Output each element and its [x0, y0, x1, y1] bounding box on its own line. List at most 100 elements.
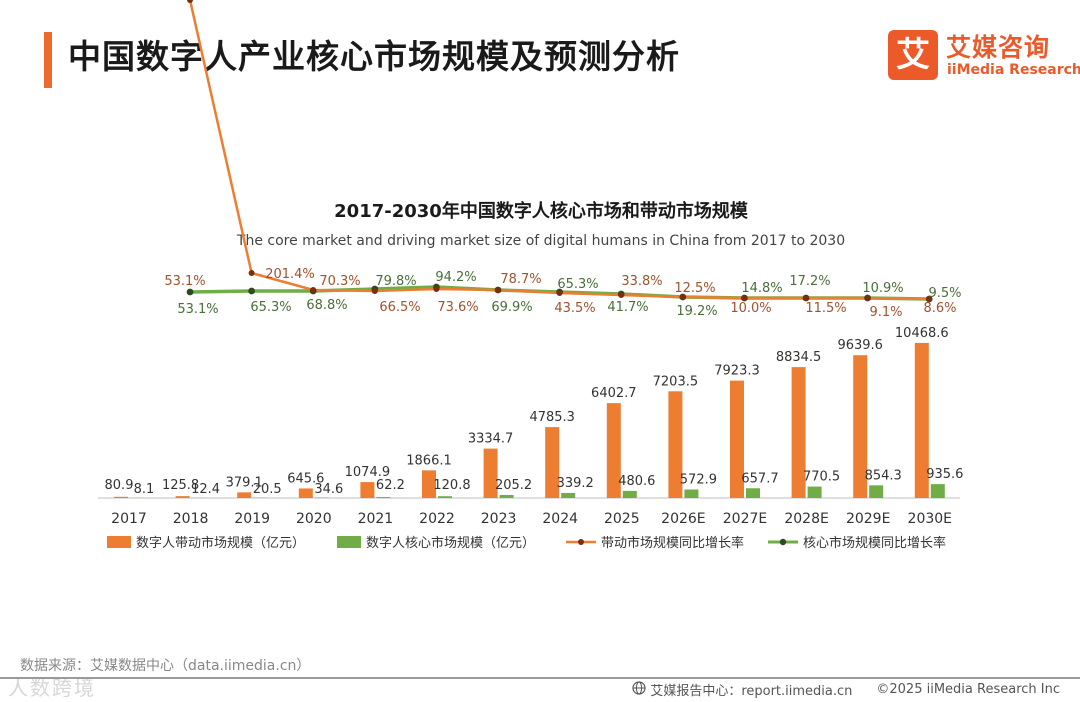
bar-core-market	[376, 497, 391, 498]
label-driving-growth: 10.0%	[730, 301, 771, 316]
label-core-value: 12.4	[191, 482, 220, 497]
bar-driving-market	[422, 470, 436, 498]
label-core-value: 339.2	[557, 476, 594, 491]
label-driving-value: 1074.9	[345, 465, 391, 480]
marker-driving-growth	[371, 288, 378, 294]
label-driving-value: 7923.3	[714, 364, 760, 379]
label-driving-value: 6402.7	[591, 386, 637, 401]
label-core-growth: 69.9%	[491, 300, 532, 315]
bar-driving-market	[914, 342, 929, 498]
bar-driving-market	[360, 482, 375, 498]
label-core-value: 935.6	[926, 467, 963, 482]
label-driving-growth: 201.4%	[265, 267, 315, 282]
x-tick-label: 2023	[481, 511, 517, 527]
bar-core-market	[438, 496, 452, 498]
label-driving-growth: 8.6%	[923, 301, 956, 316]
bar-driving-market	[483, 448, 498, 498]
report-center-link[interactable]: 艾媒报告中心：report.iimedia.cn	[650, 684, 853, 699]
x-tick-label: 2027E	[723, 511, 767, 527]
chart-legend: 数字人带动市场规模（亿元） 数字人核心市场规模（亿元） 带动市场规模同比增长率 核心市…	[107, 535, 946, 551]
label-driving-growth: 78.7%	[500, 272, 541, 287]
label-core-value: 657.7	[741, 471, 778, 486]
label-core-growth: 94.2%	[435, 270, 476, 285]
growth-rate-lines: 53.1% 201.4% 70.3% 66.5% 73.6% 78.7% 43.5% 33.8…	[164, 0, 962, 320]
label-driving-value: 1866.1	[406, 453, 452, 468]
watermark-text: 人数跨境	[8, 676, 96, 700]
label-driving-growth: 9.1%	[869, 305, 902, 320]
label-core-growth: 53.1%	[177, 302, 218, 317]
x-tick-label: 2020	[296, 511, 332, 527]
bar-driving-market	[237, 492, 252, 498]
data-source-note: 数据来源：艾媒数据中心（data.iimedia.cn）	[20, 658, 311, 674]
logo-english-name: iiMedia Research	[947, 62, 1080, 78]
label-core-growth: 10.9%	[862, 281, 903, 296]
label-driving-growth: 53.1%	[164, 274, 205, 289]
label-driving-value: 125.8	[162, 478, 199, 493]
marker-core-growth	[248, 287, 256, 295]
label-core-value: 8.1	[134, 482, 155, 497]
page-title: 中国数字人产业核心市场规模及预测分析	[68, 37, 680, 76]
label-driving-growth: 73.6%	[437, 300, 478, 315]
legend-label-core-growth: 核心市场规模同比增长率	[803, 535, 946, 551]
label-core-growth: 9.5%	[928, 286, 961, 301]
x-tick-label: 2022	[419, 511, 455, 527]
label-core-growth: 65.3%	[250, 300, 291, 315]
x-tick-label: 2021	[358, 511, 394, 527]
marker-driving-growth	[679, 294, 686, 300]
label-driving-value: 379.1	[226, 475, 263, 490]
label-core-growth: 14.8%	[741, 281, 782, 296]
label-driving-growth: 12.5%	[674, 281, 715, 296]
legend-marker-core-growth	[779, 538, 787, 546]
chart-subtitle: The core market and driving market size …	[236, 233, 845, 249]
x-tick-label: 2030E	[908, 511, 952, 527]
bar-driving-market	[730, 380, 744, 498]
chart-title: 2017-2030年中国数字人核心市场和带动市场规模	[334, 200, 749, 222]
bar-core-market	[807, 486, 822, 498]
marker-driving-growth	[248, 270, 255, 276]
marker-driving-growth	[803, 295, 809, 301]
iimedia-logo[interactable]: 艾 艾媒咨询 iiMedia Research	[888, 28, 1080, 82]
x-tick-label: 2018	[173, 511, 209, 527]
legend-label-core: 数字人核心市场规模（亿元）	[366, 535, 535, 551]
label-core-growth: 17.2%	[789, 274, 830, 289]
copyright-text: ©2025 iiMedia Research Inc	[876, 682, 1060, 697]
legend-label-driving-growth: 带动市场规模同比增长率	[601, 535, 744, 551]
label-driving-value: 8834.5	[776, 350, 822, 365]
x-tick-label: 2028E	[784, 511, 828, 527]
logo-mark-icon: 艾	[888, 30, 938, 80]
bar-driving-market	[668, 391, 683, 498]
bar-core-market	[684, 489, 699, 498]
x-tick-label: 2029E	[846, 511, 890, 527]
marker-driving-growth	[926, 296, 933, 302]
x-tick-label: 2019	[234, 511, 270, 527]
bar-series	[114, 342, 945, 498]
x-tick-label: 2026E	[661, 511, 705, 527]
label-driving-growth: 11.5%	[805, 301, 846, 316]
x-tick-label: 2025	[604, 511, 640, 527]
label-driving-value: 80.9	[105, 478, 134, 493]
label-core-growth: 41.7%	[607, 300, 648, 315]
footer-divider	[0, 677, 1080, 679]
globe-icon	[632, 680, 646, 699]
legend-swatch-driving	[107, 536, 131, 548]
label-driving-value: 10468.6	[895, 326, 949, 341]
x-tick-label: 2024	[542, 511, 578, 527]
label-core-value: 770.5	[803, 470, 840, 485]
marker-driving-growth	[310, 287, 317, 293]
label-core-growth: 79.8%	[375, 274, 416, 289]
marker-driving-growth	[864, 295, 871, 301]
bar-value-labels: 80.9 8.1 125.812.4 379.120.5 645.634.61074.9…	[105, 326, 964, 497]
logo-chinese-name: 艾媒咨询	[946, 33, 1051, 62]
legend-label-driving: 数字人带动市场规模（亿元）	[136, 535, 305, 551]
label-driving-value: 4785.3	[529, 410, 575, 425]
label-core-value: 34.6	[314, 482, 343, 497]
footer-info: 艾媒报告中心：report.iimedia.cn ©2025 iiMedia R…	[632, 680, 1060, 699]
x-axis-ticks: 2017 2018 2019 2020 2021 2022 2023 2024 2025 2026…	[111, 511, 952, 527]
label-core-growth: 68.8%	[306, 298, 347, 313]
label-driving-value: 645.6	[287, 471, 324, 486]
label-core-value: 62.2	[376, 478, 405, 493]
bar-driving-market	[298, 488, 313, 498]
marker-driving-growth	[495, 287, 501, 293]
bar-core-market	[930, 484, 945, 498]
